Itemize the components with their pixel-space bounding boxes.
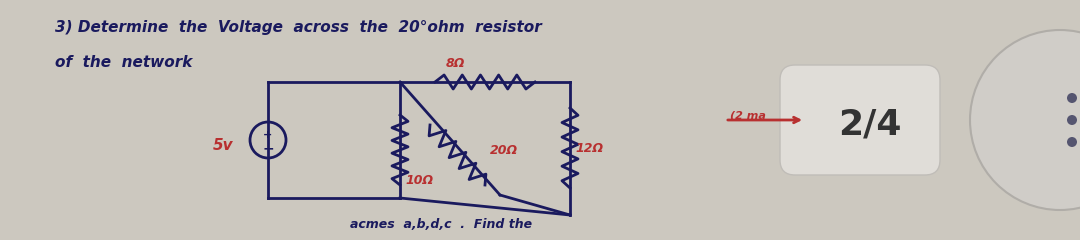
Text: −: − [262,141,274,155]
Text: 10Ω: 10Ω [405,174,433,186]
Text: 2/4: 2/4 [838,108,902,142]
Text: (2 ma: (2 ma [730,110,766,120]
Circle shape [1067,115,1077,125]
Text: 8Ω: 8Ω [445,57,464,70]
Text: 3) Determine  the  Voltage  across  the  20°ohm  resistor: 3) Determine the Voltage across the 20°o… [55,20,542,35]
Circle shape [1067,137,1077,147]
Text: 20Ω: 20Ω [490,144,518,156]
Text: 5v: 5v [213,138,233,152]
Circle shape [970,30,1080,210]
Text: of  the  network: of the network [55,55,192,70]
Text: acmes  a,b,d,c  .  Find the: acmes a,b,d,c . Find the [350,218,532,231]
Circle shape [1067,93,1077,103]
Text: +: + [264,130,272,140]
Text: 12Ω: 12Ω [575,142,603,155]
FancyBboxPatch shape [780,65,940,175]
